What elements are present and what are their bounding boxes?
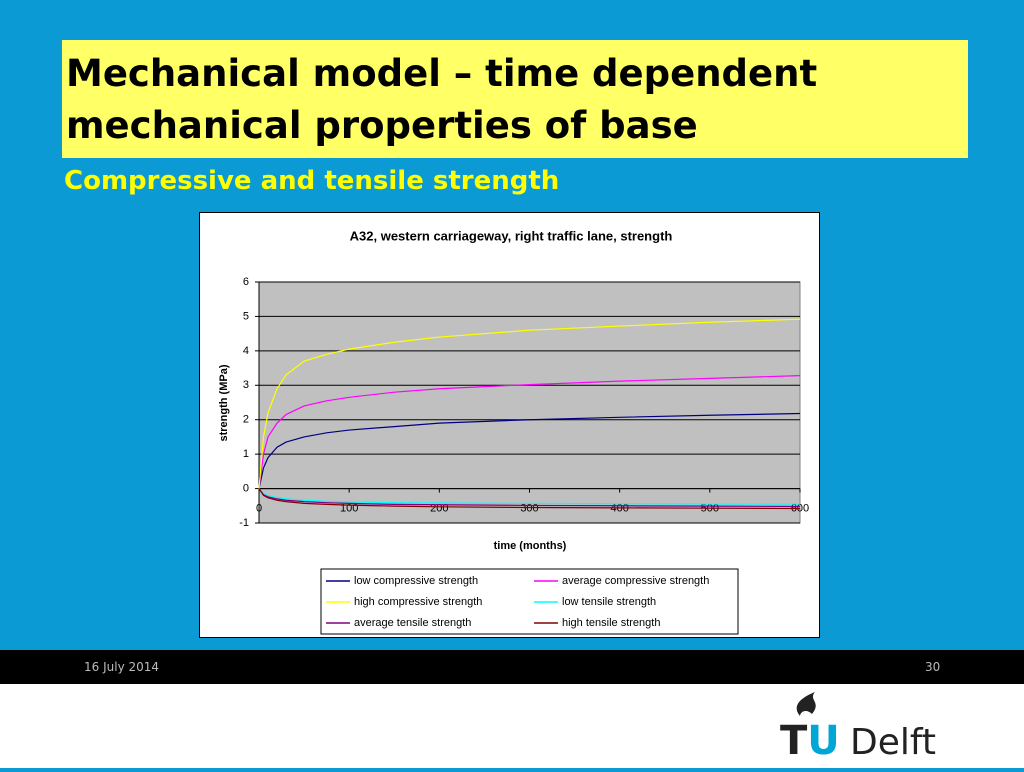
x-tick-label: 100 xyxy=(340,502,358,514)
plot-area xyxy=(258,281,801,524)
footer: 16 July 2014 30 xyxy=(0,650,1024,684)
date: 16 July 2014 xyxy=(84,660,160,674)
y-tick-label: -1 xyxy=(239,517,249,529)
chart-title: A32, western carriageway, right traffic … xyxy=(350,228,673,243)
series-line xyxy=(258,412,801,489)
x-axis-title: time (months) xyxy=(494,540,567,552)
legend-label: high tensile strength xyxy=(562,617,660,629)
y-tick-label: 4 xyxy=(243,345,249,357)
series-line xyxy=(258,375,801,489)
chart: A32, western carriageway, right traffic … xyxy=(199,212,820,638)
legend-label: low tensile strength xyxy=(562,596,656,608)
y-tick-label: 3 xyxy=(243,379,249,391)
legend-label: low compressive strength xyxy=(354,575,478,587)
series-line xyxy=(258,488,800,505)
y-tick-label: 0 xyxy=(243,482,249,494)
y-tick-label: 2 xyxy=(243,414,249,426)
logo-flame xyxy=(796,692,816,716)
x-tick-label: 400 xyxy=(610,502,628,514)
logo-delft: Delft xyxy=(850,722,936,763)
x-tick-label: 200 xyxy=(430,502,448,514)
logo: TU Delft xyxy=(780,692,936,764)
legend-label: high compressive strength xyxy=(354,596,482,608)
y-tick-label: 5 xyxy=(243,310,249,322)
legend-box xyxy=(320,568,739,635)
series-line xyxy=(258,488,801,508)
y-tick-label: 1 xyxy=(243,448,249,460)
y-axis-title: strength (MPa) xyxy=(218,364,230,441)
x-tick-label: 0 xyxy=(256,502,262,514)
slide-title: Mechanical model – time dependent mechan… xyxy=(62,40,968,158)
legend-label: average tensile strength xyxy=(354,617,471,629)
logo-tu: TU xyxy=(780,718,840,764)
legend-label: average compressive strength xyxy=(562,575,709,587)
logo-area: TU Delft xyxy=(0,684,1024,768)
series-line xyxy=(258,488,801,510)
y-tick-label: 6 xyxy=(243,276,249,288)
page-number: 30 xyxy=(925,660,941,674)
slide-subtitle: Compressive and tensile strength xyxy=(64,166,560,196)
x-tick-label: 300 xyxy=(520,502,538,514)
series-line xyxy=(258,318,801,489)
